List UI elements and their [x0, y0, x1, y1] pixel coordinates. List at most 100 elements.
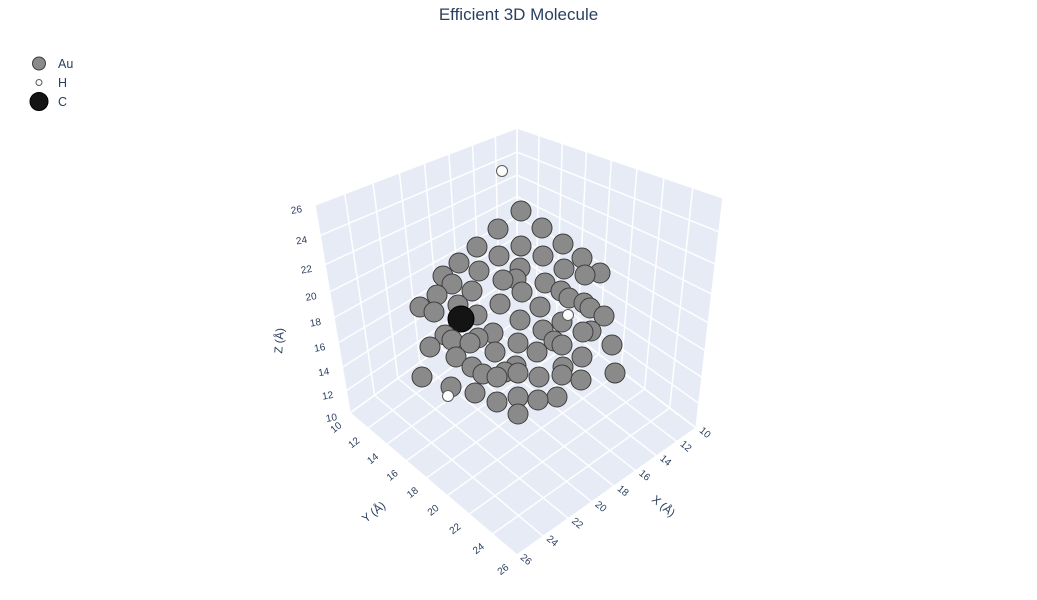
y-tick-label: 12 [347, 435, 363, 451]
grid-line [319, 151, 518, 237]
atom-au[interactable] [553, 258, 575, 280]
grid-line [349, 412, 518, 556]
legend-item-h[interactable]: H [26, 73, 73, 92]
grid-line [620, 168, 638, 372]
atom-au[interactable] [464, 382, 486, 404]
atom-au[interactable] [571, 346, 593, 368]
atom-au[interactable] [448, 252, 470, 274]
grid-line [695, 197, 724, 429]
grid-line [345, 273, 518, 392]
grid-line [516, 151, 720, 233]
legend-item-c[interactable]: C [26, 92, 73, 111]
grid-line [398, 172, 421, 363]
grid-line [314, 127, 518, 206]
atom-au[interactable] [484, 341, 506, 363]
z-tick-label: 14 [317, 366, 330, 379]
legend-label: H [58, 75, 68, 90]
atom-au[interactable] [511, 281, 533, 303]
atom-au[interactable] [507, 403, 529, 425]
atom-au[interactable] [487, 218, 509, 240]
atom-au[interactable] [423, 301, 445, 323]
grid-line [374, 394, 544, 537]
y-tick-label: 16 [385, 468, 401, 484]
z-tick-label: 18 [309, 317, 322, 330]
x-tick-label: 16 [636, 468, 652, 484]
atom-h[interactable] [442, 390, 454, 402]
legend: Au H C [26, 54, 73, 111]
z-axis-title: Z (Å) [272, 327, 287, 354]
atom-h[interactable] [496, 165, 508, 177]
grid-line [468, 388, 646, 515]
y-axis-title: Y (Å) [360, 499, 389, 525]
z-tick-label: 12 [321, 390, 334, 403]
atom-au[interactable] [593, 305, 615, 327]
atom-au[interactable] [411, 366, 433, 388]
atom-au[interactable] [486, 391, 508, 413]
atom-c[interactable] [447, 305, 475, 333]
x-tick-label: 12 [678, 439, 694, 455]
atom-h[interactable] [562, 309, 574, 321]
x-tick-label: 22 [569, 516, 585, 532]
atom-au[interactable] [532, 245, 554, 267]
atom-au[interactable] [486, 366, 508, 388]
atom-au[interactable] [459, 332, 481, 354]
grid-line [367, 305, 537, 429]
page-title: Efficient 3D Molecule [438, 5, 599, 24]
atom-au[interactable] [531, 217, 553, 239]
z-tick-label: 20 [305, 291, 318, 304]
grid-line [516, 427, 697, 556]
atom-au[interactable] [570, 369, 592, 391]
atom-au[interactable] [574, 264, 596, 286]
grid-line [329, 195, 518, 293]
x-tick-label: 24 [544, 534, 560, 550]
atom-au[interactable] [488, 245, 510, 267]
x-tick-label: 18 [615, 483, 631, 499]
legend-marker-au-icon [26, 54, 52, 73]
y-tick-label: 24 [471, 541, 487, 557]
atom-au[interactable] [489, 293, 511, 315]
grid-line [397, 377, 569, 520]
atom-au[interactable] [527, 389, 549, 411]
atom-au[interactable] [441, 273, 463, 295]
y-tick-label: 26 [496, 562, 512, 578]
atom-au[interactable] [510, 235, 532, 257]
y-tick-label: 22 [448, 521, 464, 537]
atom-au[interactable] [509, 309, 531, 331]
atom-au[interactable] [461, 280, 483, 302]
legend-marker-h-icon [26, 73, 52, 92]
atom-au[interactable] [507, 362, 529, 384]
z-tick-label: 24 [295, 235, 308, 248]
y-tick-label: 18 [405, 485, 421, 501]
x-axis-title: X (Å) [649, 493, 678, 520]
grid-line [516, 195, 713, 295]
y-tick-label: 20 [426, 503, 442, 519]
atom-au[interactable] [468, 260, 490, 282]
scene-wall [517, 128, 723, 428]
atom-au[interactable] [551, 334, 573, 356]
atom-au[interactable] [507, 332, 529, 354]
grid-line [492, 407, 671, 535]
grid-line [324, 174, 518, 266]
atom-au[interactable] [604, 362, 626, 384]
atom-au[interactable] [551, 364, 573, 386]
legend-marker-c-icon [26, 92, 52, 111]
atom-au[interactable] [419, 336, 441, 358]
atom-au[interactable] [510, 200, 532, 222]
atom-au[interactable] [492, 269, 514, 291]
atom-au[interactable] [529, 296, 551, 318]
atom-au[interactable] [445, 346, 467, 368]
atom-au[interactable] [526, 341, 548, 363]
atom-au[interactable] [552, 233, 574, 255]
atom-au[interactable] [572, 321, 594, 343]
legend-label: Au [58, 56, 74, 71]
atom-au[interactable] [528, 366, 550, 388]
atom-au[interactable] [546, 386, 568, 408]
legend-item-au[interactable]: Au [26, 54, 73, 73]
grid-line [643, 177, 665, 390]
atom-au[interactable] [601, 334, 623, 356]
atom-au[interactable] [466, 236, 488, 258]
grid-line [516, 127, 724, 199]
grid-line [372, 182, 399, 379]
